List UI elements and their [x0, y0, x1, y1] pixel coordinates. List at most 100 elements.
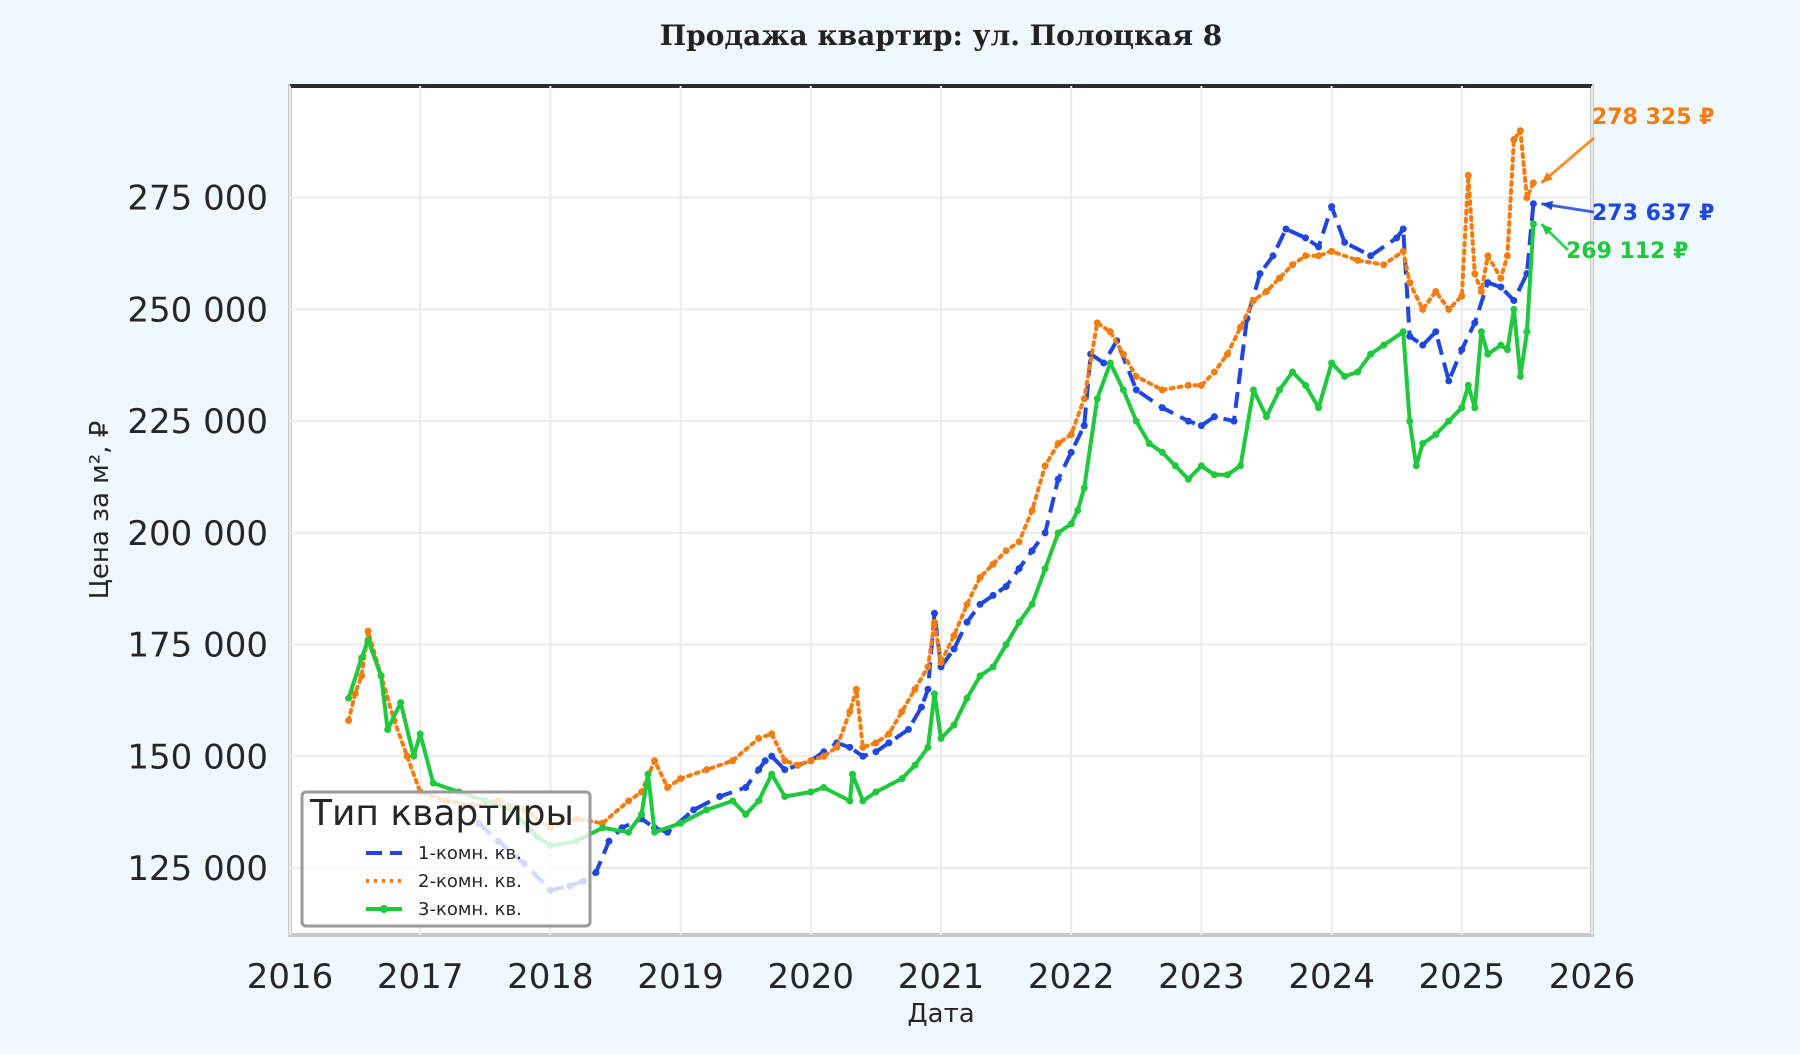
data-point [605, 837, 613, 845]
data-point [1341, 238, 1349, 246]
data-point [651, 757, 659, 765]
data-point [598, 824, 606, 832]
data-point [989, 560, 997, 568]
data-point [1328, 359, 1336, 367]
data-point [807, 788, 815, 796]
data-point [742, 810, 750, 818]
data-point [358, 654, 366, 662]
data-point [703, 806, 711, 814]
data-point [1171, 462, 1179, 470]
data-point [1119, 350, 1127, 358]
x-tick-label: 2024 [1288, 957, 1375, 997]
chart-title: Продажа квартир: ул. Полоцкая 8 [660, 19, 1223, 52]
y-axis-label: Цена за м², ₽ [85, 421, 115, 600]
data-point [1184, 381, 1192, 389]
data-point [1497, 341, 1505, 349]
data-point [755, 766, 763, 774]
data-point [397, 699, 405, 707]
data-point [1236, 323, 1244, 331]
data-point [1484, 279, 1492, 287]
data-point [364, 627, 372, 635]
data-point [1432, 288, 1440, 296]
data-point [651, 828, 659, 836]
data-point [1412, 462, 1420, 470]
data-point [976, 672, 984, 680]
legend-label: 1-комн. кв. [418, 843, 522, 864]
data-point [1158, 448, 1166, 456]
data-point [429, 779, 437, 787]
data-point [1041, 529, 1049, 537]
annotation-arrowhead [1541, 172, 1553, 183]
data-point [807, 757, 815, 765]
data-point [781, 766, 789, 774]
data-point [1041, 565, 1049, 573]
data-point [1464, 171, 1472, 179]
data-point [664, 784, 672, 792]
data-point [625, 797, 633, 805]
legend-entries: 1-комн. кв. 2-комн. кв. 3-комн. кв. [366, 843, 522, 920]
y-tick-label: 275 000 [127, 179, 268, 219]
data-point [1197, 422, 1205, 430]
data-point [1471, 319, 1479, 327]
data-point [1380, 341, 1388, 349]
data-point [403, 752, 411, 760]
data-point [1028, 507, 1036, 514]
data-point [1484, 350, 1492, 358]
data-point [1328, 203, 1336, 211]
data-point [1080, 422, 1088, 430]
data-point [1445, 305, 1453, 313]
data-point [1230, 417, 1238, 425]
data-point [1464, 381, 1472, 389]
y-tick-label: 125 000 [127, 849, 268, 889]
data-point [345, 717, 353, 725]
data-point [729, 797, 737, 805]
data-point [911, 685, 919, 693]
data-point [1119, 386, 1127, 394]
data-point [1497, 283, 1505, 291]
data-point [1276, 274, 1284, 282]
data-point [1028, 547, 1036, 555]
series-line [346, 223, 1536, 848]
data-point [1419, 439, 1427, 447]
data-point [976, 574, 984, 582]
data-point [930, 618, 938, 626]
data-point [1477, 288, 1485, 296]
data-point [1106, 359, 1114, 367]
data-point [1236, 462, 1244, 470]
data-point [1276, 386, 1284, 394]
annotation-label: 273 637 ₽ [1592, 201, 1714, 226]
y-tick-label: 200 000 [127, 514, 268, 554]
annotation-arrowhead [1541, 200, 1554, 211]
data-point [625, 828, 633, 836]
data-point [1074, 507, 1082, 514]
data-point [1106, 328, 1114, 336]
data-point [1510, 136, 1518, 144]
data-point [930, 690, 938, 698]
data-point [1419, 305, 1427, 313]
data-point [1419, 341, 1427, 349]
x-axis-ticks: 2016 2017 2018 2019 2020 2021 2022 2023 2024 2025… [247, 957, 1636, 997]
data-point [1510, 296, 1518, 304]
data-point [729, 757, 737, 765]
data-point [410, 752, 418, 760]
data-point [592, 868, 600, 876]
legend-label: 2-комн. кв. [418, 871, 522, 892]
data-point [1315, 252, 1323, 260]
data-point [781, 757, 789, 765]
data-point [1145, 439, 1153, 447]
data-point [768, 770, 776, 778]
data-point [351, 690, 359, 698]
series-2 [345, 127, 1537, 832]
data-point [1302, 252, 1310, 260]
data-point [377, 672, 385, 680]
data-point [755, 797, 763, 805]
data-point [1197, 381, 1205, 389]
data-point [1497, 274, 1505, 282]
annotation-arrowhead [1541, 224, 1553, 236]
data-point [1471, 404, 1479, 412]
data-point [1256, 270, 1264, 278]
data-point [794, 761, 802, 769]
data-point [848, 770, 856, 778]
